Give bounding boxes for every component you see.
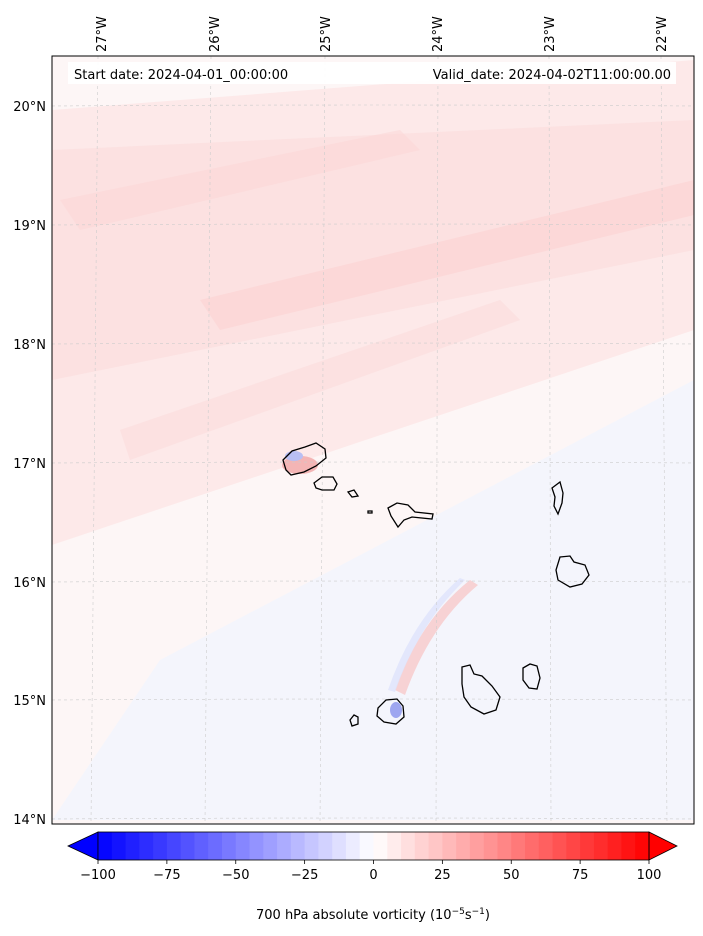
island-ilheu (367, 510, 373, 514)
colorbar-tick-label: −25 (291, 868, 318, 883)
colorbar-band (166, 832, 182, 860)
lon-label: 23°W (543, 16, 558, 52)
colorbar-bands (98, 832, 650, 860)
colorbar-band (497, 832, 512, 860)
colorbar-band (194, 832, 209, 860)
colorbar-high-extend (648, 831, 678, 861)
colorbar-tick-label: 50 (503, 868, 520, 883)
lon-label: 22°W (655, 16, 670, 52)
colorbar-ticks: −100 −75 −50 −25 0 25 50 75 100 (80, 860, 661, 883)
island-santa-luzia (346, 489, 360, 498)
colorbar-tick-label: −75 (153, 868, 180, 883)
colorbar-band (566, 832, 581, 860)
colorbar-band (401, 832, 416, 860)
island-santo-antao (282, 442, 327, 476)
island-sal (551, 480, 564, 516)
colorbar-band (221, 832, 237, 860)
gridlines (51, 55, 695, 825)
colorbar-band (277, 832, 292, 860)
colorbar-band (263, 832, 278, 860)
colorbar-band (442, 832, 457, 860)
valid-date-label: Valid_date: 2024-04-02T11:00:00.00 (433, 68, 671, 83)
colorbar-band (345, 832, 361, 860)
colorbar-band (538, 832, 554, 860)
colorbar-band (525, 832, 540, 860)
lon-label: 26°W (208, 16, 223, 52)
longitude-labels: 27°W 26°W 25°W 24°W 23°W 22°W (95, 16, 670, 52)
lat-label: 14°N (13, 813, 46, 828)
colorbar-tick-label: 25 (434, 868, 451, 883)
lat-label: 16°N (13, 576, 46, 591)
colorbar-tick-label: 0 (369, 868, 377, 883)
colorbar-band (373, 832, 388, 860)
latitude-labels: 20°N 19°N 18°N 17°N 16°N 15°N 14°N (13, 100, 46, 828)
colorbar-band (552, 832, 567, 860)
colorbar-band (580, 832, 595, 860)
island-fogo (376, 698, 405, 725)
colorbar-low-extend (67, 831, 99, 861)
lat-label: 15°N (13, 694, 46, 709)
lon-label: 24°W (431, 16, 446, 52)
lat-label: 18°N (13, 338, 46, 353)
colorbar-tick-label: 75 (572, 868, 589, 883)
island-sao-nicolau (387, 502, 434, 529)
colorbar-band (387, 832, 402, 860)
colorbar-band (318, 832, 333, 860)
lat-label: 19°N (13, 219, 46, 234)
island-boa-vista (555, 555, 590, 588)
vorticity-field (52, 60, 694, 820)
lon-label: 25°W (319, 16, 334, 52)
colorbar: −100 −75 −50 −25 0 25 50 75 100 700 hPa absolute… (67, 831, 678, 923)
colorbar-band (208, 832, 223, 860)
colorbar-band (125, 832, 140, 860)
colorbar-band (483, 832, 498, 860)
colorbar-band (304, 832, 319, 860)
island-santiago (461, 664, 501, 715)
map-panel: Start date: 2024-04-01_00:00:00 Valid_da… (51, 55, 695, 825)
colorbar-band (359, 832, 375, 860)
colorbar-band (428, 832, 443, 860)
map-frame (51, 55, 695, 825)
colorbar-band (414, 832, 430, 860)
colorbar-band (511, 832, 526, 860)
lat-label: 20°N (13, 100, 46, 115)
coastlines (282, 442, 590, 727)
colorbar-title: 700 hPa absolute vorticity (10−5s−1) (256, 907, 490, 923)
colorbar-band (139, 832, 154, 860)
colorbar-band (235, 832, 251, 860)
island-sao-vicente (313, 476, 338, 491)
colorbar-tick-label: −50 (222, 868, 249, 883)
colorbar-tick-label: −100 (80, 868, 116, 883)
colorbar-band (635, 832, 650, 860)
lon-label: 27°W (95, 16, 110, 52)
colorbar-band (456, 832, 471, 860)
colorbar-band (111, 832, 127, 860)
colorbar-band (607, 832, 622, 860)
colorbar-band (469, 832, 485, 860)
start-date-label: Start date: 2024-04-01_00:00:00 (74, 68, 288, 83)
colorbar-band (249, 832, 264, 860)
colorbar-tick-label: 100 (637, 868, 662, 883)
colorbar-band (153, 832, 168, 860)
colorbar-band (621, 832, 636, 860)
colorbar-band (98, 832, 113, 860)
island-brava (349, 714, 359, 727)
header-box (68, 62, 676, 84)
colorbar-band (593, 832, 609, 860)
lat-label: 17°N (13, 457, 46, 472)
island-maio (522, 663, 541, 690)
colorbar-band (332, 832, 347, 860)
colorbar-band (290, 832, 306, 860)
colorbar-band (180, 832, 195, 860)
